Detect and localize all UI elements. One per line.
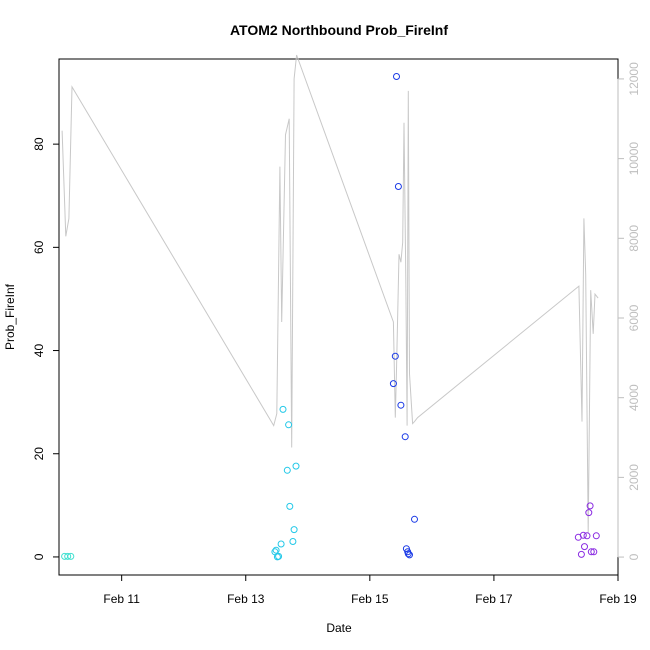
data-point (397, 401, 405, 409)
x-tick-label: Feb 19 (599, 592, 637, 606)
data-point (272, 546, 280, 554)
data-point (585, 509, 593, 517)
data-point (277, 540, 285, 548)
x-tick-label: Feb 13 (227, 592, 265, 606)
data-point (290, 526, 298, 534)
data-point (411, 515, 418, 523)
y-tick-label: 80 (32, 137, 46, 151)
x-tick-label: Feb 15 (351, 592, 389, 606)
right-y-tick-label: 0 (627, 553, 641, 560)
data-point (401, 433, 409, 441)
data-point (586, 502, 594, 510)
data-point (579, 531, 587, 539)
data-point (279, 405, 287, 413)
y-tick-label: 60 (32, 240, 46, 254)
right-y-tick-label: 8000 (627, 225, 641, 252)
x-tick-label: Feb 17 (475, 592, 513, 606)
y-axis-label: Prob_FireInf (3, 283, 17, 350)
data-point (394, 183, 402, 190)
x-axis-label: Date (326, 621, 352, 635)
data-point (404, 550, 412, 558)
data-point (286, 502, 294, 510)
x-tick-label: Feb 11 (103, 592, 140, 606)
y-tick-label: 40 (32, 344, 46, 358)
data-point (64, 552, 72, 560)
data-point (577, 550, 585, 558)
data-point (583, 532, 591, 540)
data-point (289, 538, 297, 545)
data-point (67, 552, 75, 560)
data-point (283, 466, 291, 474)
data-point (391, 352, 399, 360)
data-point (406, 551, 413, 559)
y-tick-label: 0 (32, 553, 46, 560)
data-point (590, 548, 598, 556)
data-point (292, 462, 300, 470)
chart-title: ATOM2 Northbound Prob_FireInf (230, 22, 448, 38)
right-y-tick-label: 12000 (627, 62, 641, 96)
data-point (275, 552, 283, 560)
x-axis: Feb 11 Feb 13 Feb 15 Feb 17 Feb 19 (103, 574, 637, 606)
data-point (592, 532, 600, 540)
y-axis: 0 20 40 60 80 (32, 137, 59, 560)
right-y-axis: 0 2000 4000 6000 8000 10000 12000 (617, 62, 641, 560)
right-y-tick-label: 4000 (627, 384, 641, 411)
plot-area (61, 54, 600, 561)
data-point (581, 543, 588, 551)
series-line-0 (61, 54, 599, 534)
right-y-tick-label: 10000 (627, 142, 641, 176)
data-point (285, 421, 293, 429)
y-tick-label: 20 (32, 447, 46, 461)
right-y-tick-label: 6000 (627, 304, 641, 331)
plot-box (58, 58, 619, 576)
data-point (393, 73, 400, 80)
right-y-tick-label: 2000 (627, 464, 641, 491)
data-point (389, 380, 397, 388)
data-point (587, 548, 595, 556)
